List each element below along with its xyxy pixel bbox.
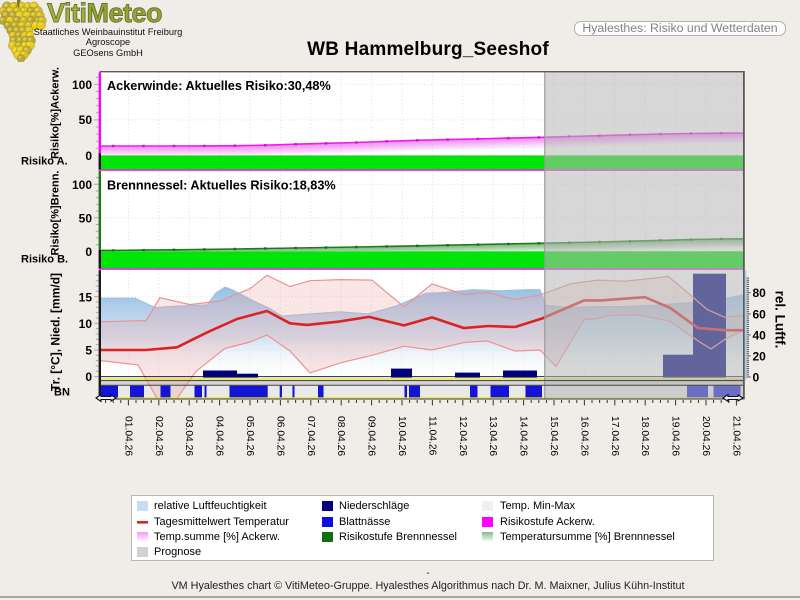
svg-text:BN: BN <box>54 387 70 399</box>
svg-text:Brennnessel: Aktuelles Risiko: Brennnessel: Aktuelles Risiko:18,83% <box>107 178 336 192</box>
svg-text:15: 15 <box>79 290 93 304</box>
svg-text:50: 50 <box>79 211 93 225</box>
svg-text:0: 0 <box>753 370 760 384</box>
svg-text:80: 80 <box>753 286 767 300</box>
svg-text:0: 0 <box>85 370 92 384</box>
svg-text:02.04.26: 02.04.26 <box>153 416 164 456</box>
svg-text:Risiko[%]Ackerw.: Risiko[%]Ackerw. <box>50 67 62 159</box>
svg-text:17.04.26: 17.04.26 <box>609 416 620 456</box>
svg-text:Tr. [°C], Nied. [mm/d]: Tr. [°C], Nied. [mm/d] <box>49 273 63 391</box>
svg-text:01.04.26: 01.04.26 <box>122 416 133 456</box>
svg-text:60: 60 <box>753 307 767 321</box>
svg-text:18.04.26: 18.04.26 <box>639 416 650 456</box>
svg-text:0: 0 <box>85 245 92 259</box>
svg-text:11.04.26: 11.04.26 <box>426 416 437 456</box>
svg-text:12.04.26: 12.04.26 <box>457 416 468 456</box>
svg-text:Risiko A.: Risiko A. <box>21 156 68 168</box>
svg-text:06.04.26: 06.04.26 <box>274 416 285 456</box>
svg-text:0: 0 <box>85 149 92 163</box>
svg-text:07.04.26: 07.04.26 <box>305 416 316 456</box>
svg-text:14.04.26: 14.04.26 <box>518 416 529 456</box>
svg-text:05.04.26: 05.04.26 <box>244 416 255 456</box>
svg-text:5: 5 <box>85 344 92 358</box>
svg-text:rel. Luftf.: rel. Luftf. <box>773 291 788 349</box>
svg-text:20.04.26: 20.04.26 <box>700 416 711 456</box>
svg-text:10.04.26: 10.04.26 <box>396 416 407 456</box>
svg-text:13.04.26: 13.04.26 <box>487 416 498 456</box>
svg-text:15.04.26: 15.04.26 <box>548 416 559 456</box>
svg-text:04.04.26: 04.04.26 <box>214 416 225 456</box>
svg-text:Risiko[%]Brenn.: Risiko[%]Brenn. <box>50 171 62 256</box>
svg-text:100: 100 <box>72 78 92 92</box>
svg-text:100: 100 <box>72 178 92 192</box>
svg-text:03.04.26: 03.04.26 <box>183 416 194 456</box>
svg-text:40: 40 <box>753 328 767 342</box>
svg-text:08.04.26: 08.04.26 <box>335 416 346 456</box>
svg-text:21.04.26: 21.04.26 <box>730 416 741 456</box>
svg-text:50: 50 <box>79 113 93 127</box>
svg-text:16.04.26: 16.04.26 <box>578 416 589 456</box>
svg-text:Risiko B.: Risiko B. <box>21 254 68 266</box>
svg-text:10: 10 <box>79 317 93 331</box>
svg-text:Ackerwinde: Aktuelles Risiko:: Ackerwinde: Aktuelles Risiko:30,48% <box>107 79 331 93</box>
svg-text:09.04.26: 09.04.26 <box>366 416 377 456</box>
svg-text:20: 20 <box>753 349 767 363</box>
svg-text:19.04.26: 19.04.26 <box>670 416 681 456</box>
